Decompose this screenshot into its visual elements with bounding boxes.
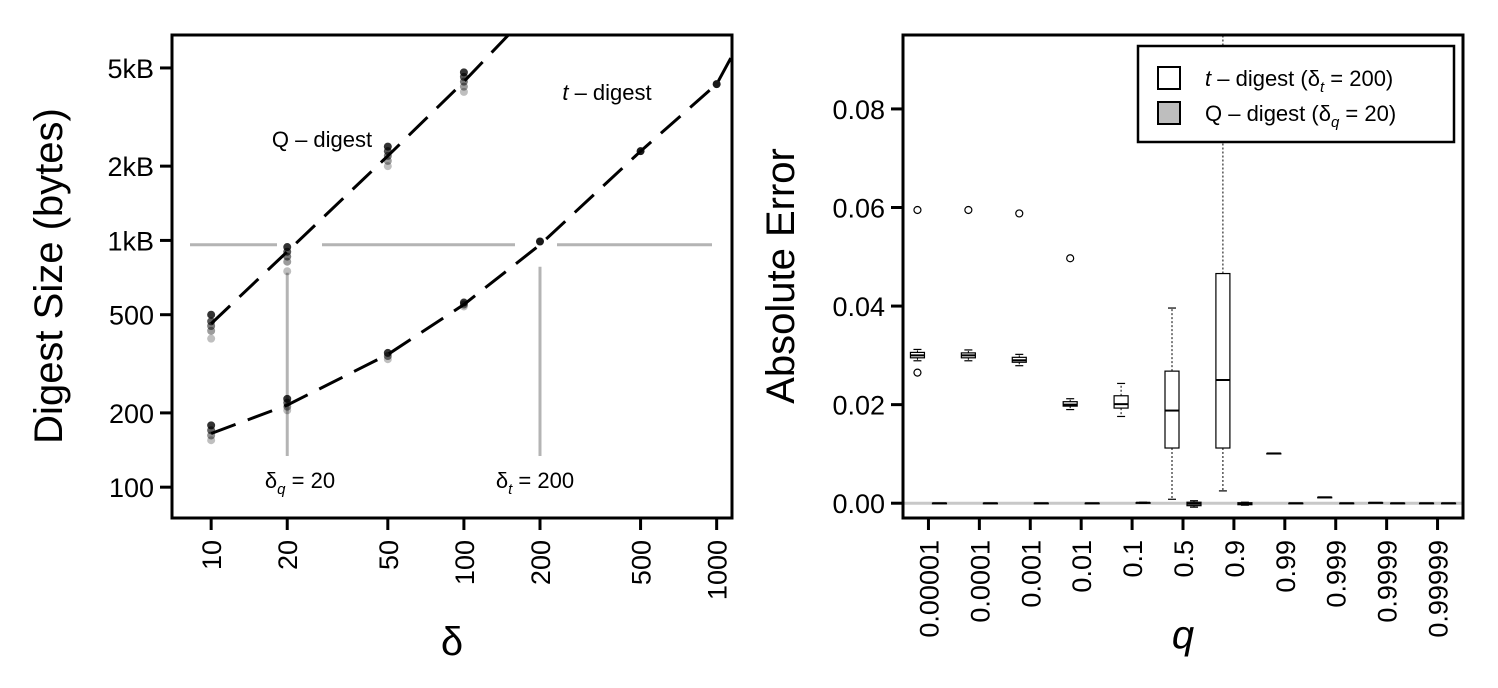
tdigest-outlier xyxy=(964,205,973,215)
tdigest-outlier xyxy=(913,205,922,215)
legend-qdigest-sub: q xyxy=(1331,114,1340,131)
x-tick-label: 0.0001 xyxy=(965,540,995,623)
x-tick-label: 10 xyxy=(197,540,227,570)
qdigest-point xyxy=(459,87,468,96)
x-tick-label: 0.00001 xyxy=(914,540,944,638)
legend-qdigest-suffix: = 20) xyxy=(1339,101,1396,126)
tdigest-annotation-rest: – digest xyxy=(568,80,651,105)
legend-label-tdigest: t – digest (δt = 200) xyxy=(1205,66,1393,96)
y-tick-label: 0.08 xyxy=(832,95,885,125)
x-tick-label: 20 xyxy=(273,540,303,570)
qdigest-point xyxy=(383,162,392,171)
box-plot-area xyxy=(909,35,1457,508)
x-axis-ticks: 10 20 50 100 200 500 1000 xyxy=(197,518,733,600)
tdigest-annotation-t: t xyxy=(562,80,569,105)
x-tick-label: 0.9999 xyxy=(1373,540,1403,623)
left-x-axis-title: δ xyxy=(441,620,463,664)
y-axis-ticks: 100 200 500 1kB 2kB 5kB xyxy=(107,54,172,503)
legend-swatch-tdigest xyxy=(1157,66,1181,90)
y-tick-label: 500 xyxy=(109,301,154,331)
tdigest-point xyxy=(459,298,468,307)
y-tick-label: 0.00 xyxy=(832,489,885,519)
x-tick-label: 0.999 xyxy=(1322,540,1352,608)
qdigest-point xyxy=(383,142,392,151)
x-tick-label: 0.99 xyxy=(1271,540,1301,593)
y-tick-label: 100 xyxy=(109,473,154,503)
data-points xyxy=(207,68,721,445)
right-y-axis-title: Absolute Error xyxy=(759,148,803,404)
box-plots xyxy=(909,35,1457,508)
tdigest-outlier xyxy=(913,368,922,377)
legend-tdigest-suffix: = 200) xyxy=(1324,66,1393,91)
legend-frame xyxy=(1136,44,1456,144)
x-tick-label: 0.9 xyxy=(1220,540,1250,578)
delta-t-subscript: t xyxy=(508,481,513,498)
y-tick-label: 0.04 xyxy=(832,292,885,322)
x-tick-label: 100 xyxy=(450,540,480,585)
y-axis-ticks: 0.00 0.02 0.04 0.06 0.08 xyxy=(832,95,903,519)
x-tick-label: 200 xyxy=(526,540,556,585)
plot-frame xyxy=(170,33,734,520)
y-tick-label: 2kB xyxy=(107,152,154,182)
tdigest-point xyxy=(383,348,392,357)
delta-q-value: = 20 xyxy=(286,468,336,493)
left-y-axis-title: Digest Size (bytes) xyxy=(27,108,71,444)
delta-t-value: = 200 xyxy=(512,468,574,493)
x-tick-label: 0.5 xyxy=(1169,540,1199,578)
delta-t-annotation: δt = 200 xyxy=(496,468,574,498)
y-tick-label: 0.06 xyxy=(832,194,885,224)
y-tick-label: 5kB xyxy=(107,54,154,84)
tdigest-fit-line xyxy=(210,55,732,435)
x-tick-label: 0.01 xyxy=(1067,540,1097,593)
legend-swatch-qdigest xyxy=(1157,101,1181,125)
tdigest-annotation: t – digest xyxy=(562,80,651,105)
absolute-error-chart: 0.000.020.040.060.08 0.00001 0.0001 0.001 0… xyxy=(759,33,1465,657)
legend-label-qdigest: Q – digest (δq = 20) xyxy=(1205,101,1396,131)
right-x-axis-title: q xyxy=(1172,613,1194,657)
delta-t-symbol: δ xyxy=(496,468,508,493)
tdigest-point xyxy=(283,394,292,403)
tdigest-outlier xyxy=(1015,209,1024,218)
tdigest-box xyxy=(1215,272,1231,449)
tdigest-point xyxy=(283,406,292,415)
legend: t – digest (δt = 200) Q – digest (δq = 2… xyxy=(1136,44,1456,144)
qdigest-annotation: Q – digest xyxy=(272,127,372,152)
legend-tdigest-sub: t xyxy=(1320,79,1325,96)
tdigest-point xyxy=(207,421,216,430)
delta-q-subscript: q xyxy=(277,481,286,498)
legend-tdigest-t: t xyxy=(1205,66,1212,91)
x-axis-ticks: 0.00001 0.0001 0.001 0.01 0.1 0.5 0.9 0.99 0.999… xyxy=(914,518,1454,638)
x-tick-label: 0.1 xyxy=(1118,540,1148,578)
qdigest-point xyxy=(207,310,216,319)
y-tick-label: 0.02 xyxy=(832,391,885,421)
x-tick-label: 0.99999 xyxy=(1424,540,1454,638)
x-tick-label: 0.001 xyxy=(1016,540,1046,608)
tdigest-point xyxy=(535,237,544,246)
fit-lines xyxy=(210,35,732,435)
tdigest-point xyxy=(207,436,216,445)
qdigest-point xyxy=(207,334,216,343)
reference-lines xyxy=(190,243,712,456)
qdigest-point xyxy=(459,68,468,77)
tdigest-box xyxy=(1113,395,1129,409)
delta-q-annotation: δq = 20 xyxy=(265,468,335,498)
x-tick-label: 1000 xyxy=(703,540,733,600)
x-tick-label: 50 xyxy=(374,540,404,570)
legend-qdigest-main: Q – digest (δ xyxy=(1205,101,1331,126)
qdigest-point xyxy=(283,267,292,276)
legend-tdigest-main: – digest (δ xyxy=(1211,66,1320,91)
y-tick-label: 200 xyxy=(109,399,154,429)
tdigest-point xyxy=(636,147,645,156)
qdigest-point xyxy=(207,317,216,326)
tdigest-outlier xyxy=(1066,254,1075,263)
x-tick-label: 500 xyxy=(627,540,657,585)
digest-size-chart: 10 20 50 100 200 500 1000 100 200 500 1kB 2kB 5kB Q… xyxy=(27,33,734,664)
y-tick-label: 1kB xyxy=(107,226,154,256)
qdigest-point xyxy=(283,243,292,252)
delta-q-symbol: δ xyxy=(265,468,277,493)
tdigest-point xyxy=(712,80,721,89)
